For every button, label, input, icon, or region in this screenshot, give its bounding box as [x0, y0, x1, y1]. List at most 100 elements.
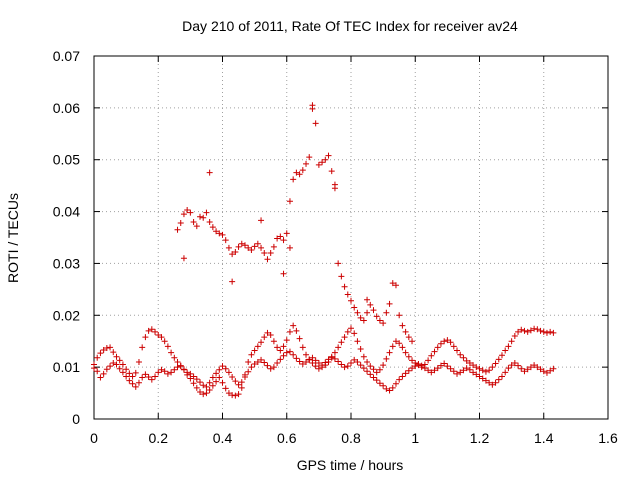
data-point: [521, 368, 528, 375]
data-point: [396, 312, 403, 319]
data-point: [254, 343, 261, 350]
x-tick-label: 1.2: [470, 430, 490, 446]
data-point: [482, 368, 489, 375]
data-point: [389, 343, 396, 350]
data-point: [174, 358, 181, 365]
x-tick-label: 0: [90, 430, 98, 446]
data-point: [197, 389, 204, 396]
data-point: [479, 375, 486, 382]
data-point: [392, 338, 399, 345]
data-point: [444, 337, 451, 344]
data-point: [476, 365, 483, 372]
data-point: [335, 358, 342, 365]
data-point: [119, 369, 126, 376]
data-point: [527, 364, 534, 371]
data-point: [264, 329, 271, 336]
data-point: [402, 370, 409, 377]
data-point: [527, 327, 534, 334]
x-tick-label: 1.6: [598, 430, 618, 446]
y-axis-label: ROTI / TECUs: [5, 193, 21, 283]
data-point: [152, 328, 159, 335]
data-point: [267, 365, 274, 372]
data-point: [209, 374, 216, 381]
data-point: [267, 250, 274, 257]
data-point: [225, 244, 232, 251]
data-point: [216, 230, 223, 237]
data-point: [193, 376, 200, 383]
data-point: [206, 379, 213, 386]
data-point: [335, 344, 342, 351]
data-point: [515, 328, 522, 335]
data-point: [543, 329, 550, 336]
data-point: [373, 313, 380, 320]
y-tick-label: 0: [72, 411, 80, 427]
data-point: [389, 384, 396, 391]
data-point: [245, 358, 252, 365]
data-point: [470, 362, 477, 369]
data-point: [351, 304, 358, 311]
data-point: [110, 359, 117, 366]
data-point: [466, 366, 473, 373]
data-point: [258, 339, 265, 346]
data-point: [482, 377, 489, 384]
data-point: [399, 322, 406, 329]
data-point: [164, 343, 171, 350]
data-point: [524, 366, 531, 373]
x-tick-label: 1.4: [534, 430, 554, 446]
data-point: [348, 297, 354, 304]
data-point: [351, 356, 358, 363]
data-point: [293, 327, 300, 334]
y-axis: 0 0.01 0.02 0.03 0.04 0.05 0.06 0.07: [53, 48, 608, 427]
data-point: [142, 371, 149, 378]
data-point: [364, 368, 371, 375]
data-point: [306, 154, 313, 161]
data-point: [303, 358, 310, 365]
data-point: [277, 356, 284, 363]
data-point: [238, 384, 245, 391]
data-point: [286, 244, 293, 251]
data-point: [373, 369, 380, 376]
data-point: [550, 329, 557, 336]
data-point: [473, 371, 480, 378]
data-point: [290, 322, 297, 329]
data-point: [286, 198, 293, 205]
data-point: [331, 355, 338, 362]
data-point: [412, 359, 419, 366]
data-point: [283, 230, 290, 237]
data-point: [197, 213, 204, 220]
data-point: [360, 317, 367, 324]
data-point: [161, 368, 168, 375]
data-point: [261, 334, 268, 341]
data-point: [540, 368, 547, 375]
data-point: [110, 349, 117, 356]
data-point: [251, 361, 258, 368]
data-point: [219, 231, 226, 238]
data-point: [524, 328, 531, 335]
data-point: [97, 374, 104, 381]
data-point: [370, 374, 377, 381]
data-point: [341, 364, 348, 371]
data-point: [206, 218, 213, 225]
data-point: [296, 358, 303, 365]
data-point: [251, 347, 258, 354]
x-axis-label: GPS time / hours: [297, 457, 404, 473]
data-point: [148, 326, 155, 333]
data-point: [380, 362, 387, 369]
data-point: [261, 359, 268, 366]
data-point: [492, 360, 499, 367]
data-point: [293, 355, 300, 362]
data-point: [303, 351, 310, 358]
series-enhanced-patch: [174, 102, 416, 345]
data-point: [338, 273, 345, 280]
data-point: [425, 357, 432, 364]
data-point: [126, 377, 133, 384]
data-point: [158, 334, 165, 341]
data-point: [142, 334, 149, 341]
data-point: [161, 338, 168, 345]
data-point: [354, 338, 361, 345]
data-point: [457, 351, 464, 358]
series-upper-band: [91, 322, 557, 399]
data-point: [354, 309, 361, 316]
data-point: [258, 244, 265, 251]
data-point: [280, 237, 287, 244]
